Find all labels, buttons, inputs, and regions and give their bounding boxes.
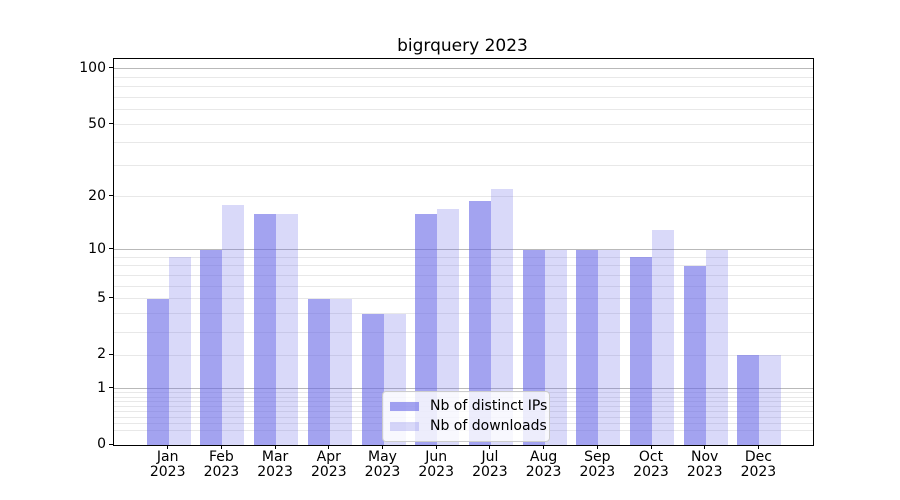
y-tick-mark [109, 195, 113, 197]
x-tick-label: Jul 2023 [472, 449, 508, 480]
minor-gridline [114, 313, 813, 315]
x-tick-mark [435, 445, 437, 449]
minor-gridline [114, 275, 813, 277]
legend-label-distinct-ips: Nb of distinct IPs [430, 398, 548, 414]
bar-ips-dec [737, 355, 760, 445]
y-tick-label: 2 [97, 346, 106, 363]
minor-gridline [114, 256, 813, 258]
major-gridline [114, 249, 813, 251]
x-tick-mark [220, 445, 222, 449]
x-tick-mark [650, 445, 652, 449]
y-tick-label: 5 [97, 289, 106, 306]
minor-gridline [114, 298, 813, 300]
bar-downloads-mar [276, 214, 299, 445]
x-tick-label: Jan 2023 [149, 449, 186, 480]
y-tick-mark [109, 123, 113, 125]
bar-downloads-dec [759, 355, 782, 445]
bar-downloads-nov [705, 249, 728, 445]
x-tick-mark [596, 445, 598, 449]
x-tick-label: Nov 2023 [686, 449, 723, 480]
bar-ips-oct [630, 257, 652, 445]
x-tick-label: Mar 2023 [257, 449, 293, 480]
plot-area: Nb of distinct IPs Nb of downloads [113, 58, 814, 446]
x-tick-label: Aug 2023 [525, 449, 562, 480]
bar-downloads-oct [652, 229, 674, 445]
x-tick-mark [489, 445, 491, 449]
x-tick-label: Feb 2023 [203, 449, 240, 480]
x-tick-mark [704, 445, 706, 449]
bar-ips-may [361, 313, 384, 445]
bar-downloads-jul [490, 189, 513, 445]
bar-downloads-feb [222, 205, 245, 445]
x-tick-label: May 2023 [364, 449, 401, 480]
y-tick-mark [109, 248, 113, 250]
bar-ips-mar [254, 214, 277, 445]
chart-title: bigrquery 2023 [397, 36, 528, 56]
x-tick-mark [382, 445, 383, 449]
bar-downloads-aug [544, 249, 567, 445]
bar-ips-feb [200, 249, 223, 445]
minor-gridline [114, 354, 813, 356]
minor-gridline [114, 76, 813, 78]
bar-ips-jul [468, 200, 491, 445]
y-tick-mark [109, 443, 113, 445]
y-tick-mark [109, 297, 113, 299]
minor-gridline [114, 141, 813, 143]
legend-swatch-distinct-ips [390, 401, 419, 411]
bar-downloads-jun [437, 209, 460, 445]
x-tick-mark [274, 445, 276, 449]
major-gridline [114, 68, 813, 70]
major-gridline [114, 388, 813, 389]
y-tick-mark [109, 353, 113, 355]
minor-gridline [114, 97, 813, 99]
x-tick-mark [543, 445, 545, 449]
y-tick-mark [109, 67, 113, 69]
y-tick-label: 50 [88, 115, 106, 132]
bar-ips-nov [683, 265, 706, 445]
minor-gridline [114, 265, 813, 267]
bar-downloads-apr [329, 298, 352, 445]
x-tick-label: Apr 2023 [310, 449, 347, 480]
bar-downloads-jan [168, 257, 191, 445]
x-tick-mark [328, 445, 330, 449]
x-tick-label: Jun 2023 [418, 449, 454, 480]
minor-gridline [114, 285, 813, 287]
legend-swatch-downloads [390, 421, 419, 431]
bar-ips-sep [576, 249, 599, 445]
legend-row-distinct-ips: Nb of distinct IPs [390, 398, 547, 414]
y-tick-label: 0 [97, 436, 106, 452]
bar-ips-jun [415, 214, 438, 445]
y-tick-label: 20 [88, 187, 106, 204]
minor-gridline [114, 331, 813, 333]
minor-gridline [114, 124, 813, 126]
bar-ips-jan [146, 298, 169, 445]
x-tick-label: Oct 2023 [633, 449, 669, 480]
x-tick-mark [757, 445, 759, 449]
x-tick-mark [167, 445, 169, 449]
y-tick-label: 1 [97, 379, 106, 396]
y-tick-mark [109, 387, 113, 388]
legend: Nb of distinct IPs Nb of downloads [382, 391, 550, 442]
x-tick-label: Sep 2023 [579, 449, 616, 480]
legend-row-downloads: Nb of downloads [390, 418, 547, 434]
bar-ips-apr [307, 298, 330, 445]
minor-gridline [114, 109, 813, 111]
minor-gridline [114, 86, 813, 88]
x-tick-label: Dec 2023 [740, 449, 777, 480]
bar-downloads-sep [598, 249, 621, 445]
legend-label-downloads: Nb of downloads [430, 418, 547, 434]
y-tick-label: 100 [79, 59, 106, 76]
minor-gridline [114, 196, 813, 198]
minor-gridline [114, 164, 813, 166]
y-tick-label: 10 [88, 240, 106, 257]
